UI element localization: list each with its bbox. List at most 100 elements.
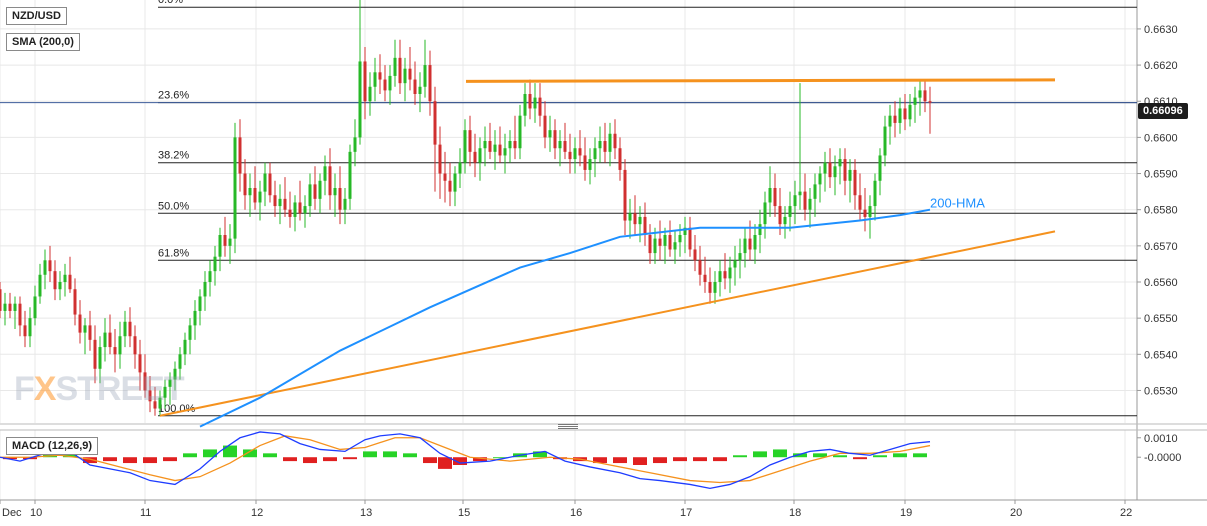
candle-body xyxy=(603,141,607,152)
candle-body xyxy=(823,162,827,174)
macd-histogram-bar xyxy=(63,453,77,458)
candle-body xyxy=(93,339,97,369)
candle-body xyxy=(513,141,517,149)
macd-histogram-bar xyxy=(893,453,907,458)
candle-body xyxy=(68,274,72,290)
candle-body xyxy=(328,166,332,196)
candle-body xyxy=(438,144,442,174)
candle-body xyxy=(583,155,587,170)
macd-histogram-bar xyxy=(83,457,97,464)
candle-body xyxy=(518,115,522,149)
candle-body xyxy=(868,206,872,217)
candle-body xyxy=(548,130,552,138)
candle-body xyxy=(8,303,12,311)
candle-body xyxy=(628,213,632,221)
candle-body xyxy=(828,162,832,178)
candle-body xyxy=(778,206,782,225)
candle-body xyxy=(698,260,702,275)
candle-body xyxy=(598,141,602,149)
candle-body xyxy=(773,188,777,207)
candle-body xyxy=(83,325,87,333)
candle-body xyxy=(908,104,912,120)
y-tick-label: 0.6630 xyxy=(1144,24,1178,36)
candle-body xyxy=(833,166,837,178)
candle-body xyxy=(143,372,147,391)
candle-body xyxy=(243,173,247,196)
candle-body xyxy=(138,354,142,373)
macd-histogram-bar xyxy=(653,457,667,464)
candle-body xyxy=(748,238,752,250)
candle-body xyxy=(348,151,352,199)
candle-body xyxy=(153,401,157,409)
candle-body xyxy=(693,249,697,261)
x-tick-label: 16 xyxy=(570,507,582,519)
candle-body xyxy=(353,137,357,152)
candle-body xyxy=(478,148,482,163)
candle-body xyxy=(798,191,802,196)
candle-body xyxy=(638,216,642,225)
candle-body xyxy=(718,271,722,282)
candle-body xyxy=(413,79,417,94)
candle-body xyxy=(458,162,462,174)
candle-body xyxy=(618,148,622,170)
y-tick-label: 0.6560 xyxy=(1144,277,1178,289)
macd-histogram-bar xyxy=(323,457,337,462)
candle-body xyxy=(238,137,242,174)
candle-body xyxy=(703,274,707,282)
candle-body xyxy=(13,303,17,311)
candle-body xyxy=(388,75,392,91)
macd-histogram-bar xyxy=(403,453,417,458)
last-price-badge: 0.66096 xyxy=(1138,103,1188,119)
candle-body xyxy=(623,169,627,221)
candle-body xyxy=(428,65,432,102)
macd-label[interactable]: MACD (12,26,9) xyxy=(6,437,99,455)
y-tick-label: 0.6550 xyxy=(1144,313,1178,325)
candle-body xyxy=(43,260,47,275)
support-trendline xyxy=(159,230,1056,417)
macd-histogram-bar xyxy=(853,457,867,460)
candle-body xyxy=(418,86,422,94)
candle-body xyxy=(913,97,917,105)
candle-body xyxy=(98,347,102,369)
y-tick-label: 0.6530 xyxy=(1144,385,1178,397)
sma-indicator-label[interactable]: SMA (200,0) xyxy=(6,33,80,51)
symbol-label[interactable]: NZD/USD xyxy=(6,7,67,25)
candle-body xyxy=(488,141,492,152)
macd-histogram-bar xyxy=(203,449,217,458)
candle-body xyxy=(168,379,172,387)
macd-histogram-bar xyxy=(343,457,357,460)
candle-body xyxy=(863,209,867,217)
candle-body xyxy=(853,169,857,196)
macd-histogram-bar xyxy=(243,449,257,458)
x-tick-label: 17 xyxy=(680,507,692,519)
y-tick-label: 0.6540 xyxy=(1144,349,1178,361)
macd-histogram-bar xyxy=(793,453,807,458)
candle-body xyxy=(258,191,262,203)
candle-body xyxy=(208,271,212,282)
candle-body xyxy=(0,289,2,311)
candle-body xyxy=(423,65,427,87)
macd-histogram-bar xyxy=(223,445,237,458)
macd-histogram-bar xyxy=(423,457,437,464)
candle-body xyxy=(893,115,897,123)
macd-histogram-bar xyxy=(913,453,927,458)
y-tick-label: 0.6590 xyxy=(1144,169,1178,181)
macd-histogram-bar xyxy=(833,455,847,458)
pane-divider-handle[interactable] xyxy=(558,424,578,430)
macd-histogram-bar xyxy=(493,457,507,459)
fib-level-label: 23.6% xyxy=(158,90,189,102)
candle-body xyxy=(178,354,182,369)
candle-body xyxy=(63,274,67,282)
y-tick-label: 0.6620 xyxy=(1144,60,1178,72)
candle-body xyxy=(338,188,342,210)
candle-body xyxy=(268,173,272,196)
candle-body xyxy=(198,296,202,311)
candle-body xyxy=(803,191,807,210)
candle-body xyxy=(443,173,447,181)
candle-body xyxy=(538,97,542,116)
macd-histogram-bar xyxy=(3,457,17,460)
candle-body xyxy=(383,79,387,91)
y-tick-label: 0.6600 xyxy=(1144,132,1178,144)
x-tick-label: 10 xyxy=(30,507,42,519)
